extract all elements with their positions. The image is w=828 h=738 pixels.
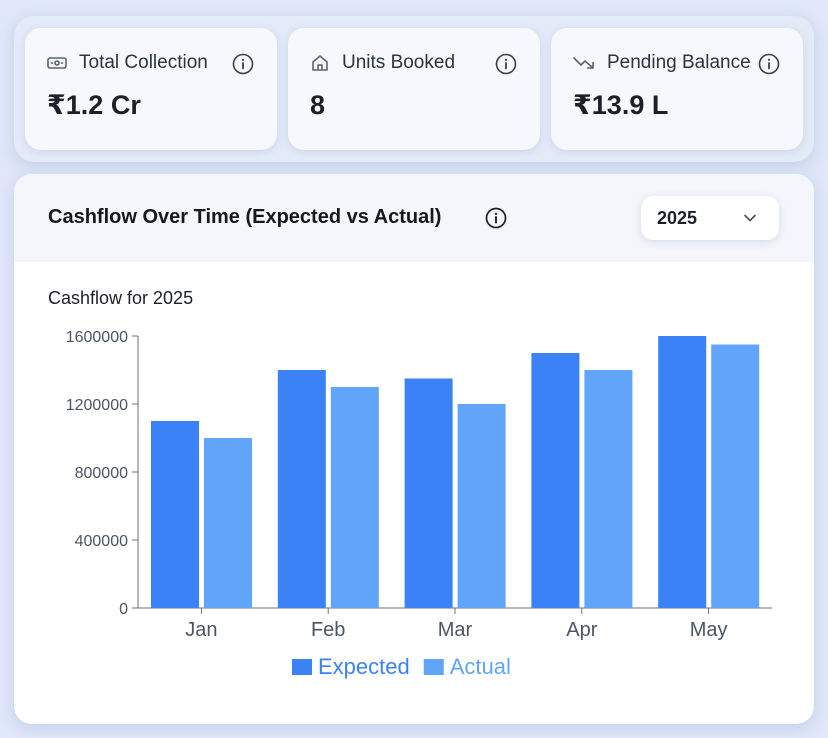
card-title: Cashflow Over Time (Expected vs Actual) bbox=[48, 206, 442, 228]
cashflow-bar-chart: 0 400000 800000 1200000 1600000 Jan Feb Mar Apr M… bbox=[66, 329, 772, 679]
bar-expected-mar bbox=[404, 378, 453, 608]
year-select[interactable]: 2025 bbox=[641, 196, 779, 240]
chevron-down-icon bbox=[744, 214, 756, 222]
stat-card-total-collection: Total Collection ₹1.2 Cr bbox=[25, 28, 277, 150]
y-tick-label: 0 bbox=[119, 601, 128, 618]
x-tick-label: Mar bbox=[438, 619, 473, 641]
info-icon[interactable] bbox=[485, 207, 507, 229]
y-tick-label: 800000 bbox=[75, 465, 128, 482]
bar-actual-apr bbox=[584, 370, 633, 608]
legend-swatch-actual bbox=[423, 659, 444, 675]
x-tick-label: May bbox=[690, 619, 728, 641]
x-tick-label: Feb bbox=[311, 619, 345, 641]
stat-value: ₹13.9 L bbox=[573, 90, 669, 120]
legend-swatch-expected bbox=[292, 659, 312, 675]
legend-label-expected: Expected bbox=[318, 654, 410, 679]
bar-actual-jan bbox=[204, 438, 252, 608]
bar-actual-mar bbox=[457, 404, 506, 608]
year-select-value: 2025 bbox=[657, 208, 698, 228]
stat-value: 8 bbox=[310, 90, 326, 120]
info-icon[interactable] bbox=[232, 53, 254, 75]
cashflow-card-header: Cashflow Over Time (Expected vs Actual) … bbox=[14, 174, 814, 262]
stats-panel: Total Collection ₹1.2 Cr Units Booked 8 bbox=[14, 16, 814, 162]
stat-card-pending-balance: Pending Balance ₹13.9 L bbox=[551, 28, 803, 150]
chart-title: Cashflow for 2025 bbox=[48, 288, 194, 308]
bar-actual-may bbox=[711, 344, 760, 608]
y-tick-label: 1600000 bbox=[66, 329, 128, 346]
bar-expected-apr bbox=[531, 353, 580, 608]
trending-down-icon bbox=[573, 57, 594, 69]
info-icon[interactable] bbox=[758, 53, 780, 75]
bar-expected-jan bbox=[151, 421, 199, 608]
legend-label-actual: Actual bbox=[450, 654, 511, 679]
stat-label: Units Booked bbox=[342, 52, 456, 73]
stat-label: Total Collection bbox=[79, 52, 208, 73]
stat-value: ₹1.2 Cr bbox=[47, 90, 141, 120]
info-icon[interactable] bbox=[495, 53, 517, 75]
stat-card-units-booked: Units Booked 8 bbox=[288, 28, 540, 150]
banknote-icon bbox=[47, 57, 67, 69]
cashflow-card: Cashflow Over Time (Expected vs Actual) … bbox=[14, 174, 814, 724]
y-tick-label: 1200000 bbox=[66, 397, 128, 414]
bar-actual-feb bbox=[330, 387, 379, 608]
stat-label: Pending Balance bbox=[607, 52, 751, 73]
bar-expected-may bbox=[658, 336, 707, 608]
home-icon bbox=[312, 55, 328, 71]
x-tick-label: Jan bbox=[185, 619, 217, 641]
bar-expected-feb bbox=[277, 370, 326, 608]
y-tick-label: 400000 bbox=[75, 533, 128, 550]
x-tick-label: Apr bbox=[566, 619, 597, 641]
